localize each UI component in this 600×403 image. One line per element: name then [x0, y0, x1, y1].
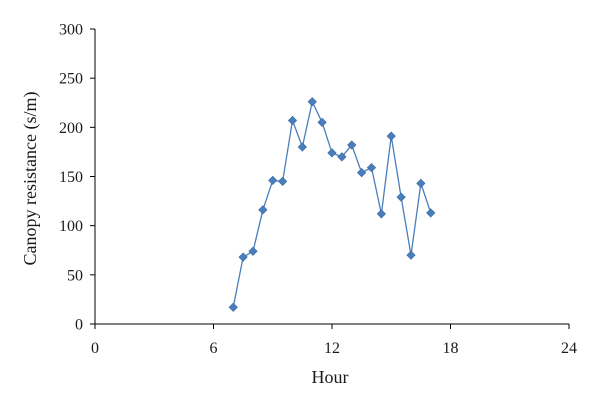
x-tick-label: 18 [443, 340, 459, 357]
series-group [228, 97, 436, 312]
data-point [248, 246, 258, 256]
x-tick-label: 0 [91, 340, 99, 357]
x-tick-label: 24 [561, 340, 577, 357]
y-tick-label: 0 [75, 317, 83, 334]
y-tick-label: 150 [59, 169, 83, 186]
data-point [258, 205, 268, 215]
data-point [386, 131, 396, 141]
data-point [396, 192, 406, 202]
data-point [307, 97, 317, 107]
x-tick-label: 6 [210, 340, 218, 357]
x-axis-title: Hour [312, 367, 349, 387]
data-point [357, 167, 367, 178]
data-point [268, 175, 278, 186]
data-point [238, 252, 248, 262]
data-point [278, 176, 288, 187]
y-tick-label: 200 [59, 120, 83, 137]
data-point [366, 163, 377, 173]
data-point [406, 250, 416, 260]
data-point [228, 302, 238, 312]
data-point [317, 117, 327, 128]
data-point [327, 148, 337, 158]
x-axis: 0 6 12 18 24 [91, 323, 577, 357]
y-axis-title: Canopy resistance (s/m) [20, 92, 41, 266]
series-line [232, 99, 432, 308]
y-tick-label: 50 [67, 267, 83, 284]
y-tick-label: 100 [59, 218, 83, 235]
y-tick-label: 250 [59, 71, 83, 88]
data-point [426, 208, 436, 218]
data-point [287, 115, 298, 126]
y-tick-label: 300 [59, 22, 83, 39]
data-point [376, 209, 386, 219]
data-point [337, 152, 347, 162]
y-axis: 0 50 100 150 200 250 300 [59, 22, 96, 334]
data-point [416, 178, 426, 189]
x-tick-label: 12 [324, 340, 340, 357]
data-point [347, 140, 357, 150]
data-point [297, 142, 307, 152]
